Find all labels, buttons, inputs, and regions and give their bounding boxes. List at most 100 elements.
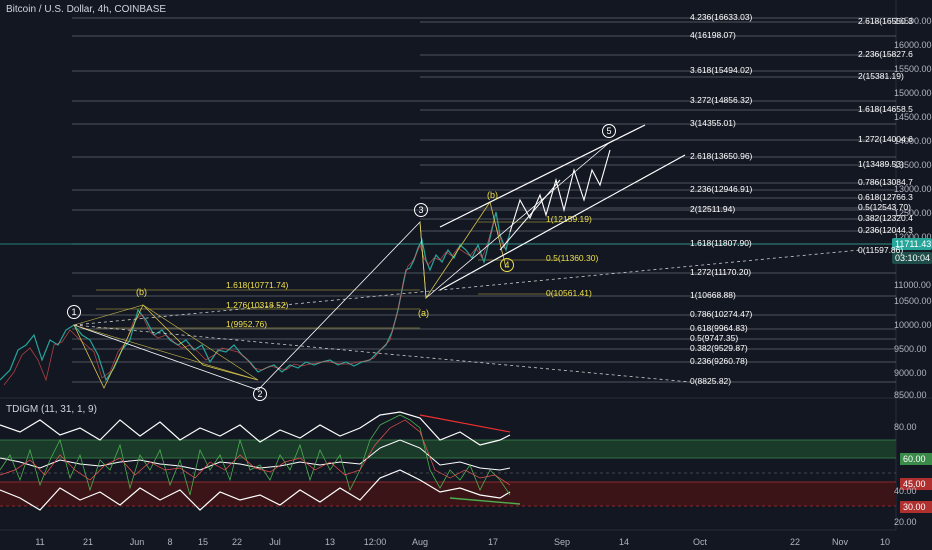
chart-title: Bitcoin / U.S. Dollar, 4h, COINBASE	[6, 4, 167, 15]
indicator-upper-band	[0, 411, 511, 446]
fib-label: 0.618(9964.83)	[690, 323, 748, 333]
dashed-trend-2	[73, 324, 691, 383]
indicator-signal-red	[0, 419, 511, 486]
fib-label: 2(15381.19)	[858, 71, 904, 81]
fib-label: 0.382(9529.87)	[690, 343, 748, 353]
fib-label: 0.5(12543.70)	[858, 202, 911, 212]
channel-lower	[439, 154, 686, 291]
price-tick: 9500.00	[894, 344, 927, 354]
time-tick: Jul	[269, 537, 281, 547]
fib-lines-small-yellow	[478, 221, 560, 295]
fib-label: 2.618(16550.3	[858, 16, 913, 26]
fib-label: 1.272(14004.6	[858, 134, 913, 144]
time-tick: 10	[879, 537, 891, 547]
price-tick: 16500.00	[894, 16, 932, 26]
divergence-green	[449, 497, 521, 505]
fib-label-yellow: 0.5(11360.30)	[546, 253, 599, 263]
indicator-rsi-green	[0, 414, 511, 496]
fib-label: 0.236(9260.78)	[690, 356, 748, 366]
fib-lines-mid	[72, 17, 896, 383]
fib-label: 4.236(16633.03)	[690, 12, 753, 22]
time-tick: 15	[197, 537, 209, 547]
fib-label: 2.236(15827.6	[858, 49, 913, 59]
time-tick: 8	[167, 537, 173, 547]
price-tick: 10000.00	[894, 320, 932, 330]
fib-label-yellow: 1.276(10318.52)	[226, 300, 289, 310]
price-series-red	[3, 218, 509, 386]
time-tick: 21	[82, 537, 94, 547]
divergence-red	[419, 414, 511, 433]
price-tick: 15000.00	[894, 88, 932, 98]
indicator-lower-badge: 30.00	[900, 501, 932, 513]
indicator-title: TDIGM (11, 31, 1, 9)	[6, 404, 97, 415]
time-tick: 22	[789, 537, 801, 547]
time-tick: Nov	[831, 537, 849, 547]
wave-a-label: (a)	[418, 308, 429, 318]
wave-1-marker: 1	[67, 305, 81, 319]
price-tick: 12500.00	[894, 208, 932, 218]
fib-label: 3.272(14856.32)	[690, 95, 753, 105]
fib-label: 0.236(12044.3	[858, 225, 913, 235]
wave-b-label: (b)	[487, 190, 498, 200]
price-tick: 11000.00	[894, 280, 931, 290]
fib-label: 3.618(15494.02)	[690, 65, 753, 75]
time-tick: 14	[618, 537, 630, 547]
fib-label: 2(12511.94)	[690, 204, 736, 214]
indicator-green-band	[0, 440, 896, 458]
time-tick: 22	[231, 537, 243, 547]
fib-label: 0(11597.86)	[858, 245, 904, 255]
indicator-red-band	[0, 482, 896, 506]
indicator-tick: 80.00	[894, 422, 917, 432]
fib-label-yellow: 1(12159.19)	[546, 214, 592, 224]
time-tick: 13	[324, 537, 336, 547]
time-tick: Aug	[411, 537, 429, 547]
bar-timer-badge: 03:10:04	[892, 252, 932, 264]
price-series	[0, 211, 511, 382]
fib-label-yellow: 0(10561.41)	[546, 288, 592, 298]
channel-inner	[499, 179, 561, 251]
price-tick: 13500.00	[894, 160, 932, 170]
time-tick: Oct	[692, 537, 708, 547]
price-tick: 8500.00	[894, 390, 927, 400]
time-tick: Jun	[129, 537, 145, 547]
current-price-badge: 11711.43	[892, 238, 932, 250]
fib-label: 3(14355.01)	[690, 118, 736, 128]
time-tick: 17	[487, 537, 499, 547]
wave-5-marker: 5	[602, 124, 616, 138]
fib-label: 0.786(13084.7	[858, 177, 913, 187]
fib-label: 0(8825.82)	[690, 376, 732, 386]
fib-label: 0.382(12320.4	[858, 213, 913, 223]
price-tick: 16000.00	[894, 40, 932, 50]
price-tick: 15500.00	[894, 64, 932, 74]
time-tick: Sep	[553, 537, 571, 547]
fib-label: 0.786(10274.47)	[690, 309, 753, 319]
price-tick: 12000.00	[894, 232, 932, 242]
fib-label: 0.618(12766.3	[858, 192, 913, 202]
price-tick: 14500.00	[894, 112, 932, 122]
fib-label: 1(10668.88)	[690, 290, 736, 300]
wave-structure	[73, 141, 611, 391]
fib-label: 1.272(11170.20)	[690, 267, 752, 277]
time-tick: 11	[35, 537, 45, 547]
channel-upper	[439, 124, 646, 228]
indicator-tick: 40.00	[894, 486, 917, 496]
fib-label: 1.618(14658.5	[858, 104, 913, 114]
indicator-lower-band	[0, 469, 511, 511]
price-tick: 9000.00	[894, 368, 927, 378]
wave-b-label: (b)	[136, 287, 147, 297]
price-tick: 13000.00	[894, 184, 932, 194]
price-tick: 14000.00	[894, 136, 932, 146]
price-tick: 10500.00	[894, 296, 932, 306]
indicator-mid-badge: 45.00	[900, 478, 932, 490]
indicator-upper-badge: 60.00	[900, 453, 932, 465]
fib-label-yellow: 1(9952.76)	[226, 319, 268, 329]
time-tick: 12:00	[363, 537, 387, 547]
wave-4-marker: 4	[500, 258, 514, 272]
fib-label: 0.5(9747.35)	[690, 333, 739, 343]
wave-2-marker: 2	[253, 387, 267, 401]
fib-label: 1(13489.53)	[858, 159, 904, 169]
indicator-tick: 20.00	[894, 517, 917, 527]
yellow-triangle	[72, 304, 259, 381]
fib-label-yellow: 1.618(10771.74)	[226, 280, 289, 290]
